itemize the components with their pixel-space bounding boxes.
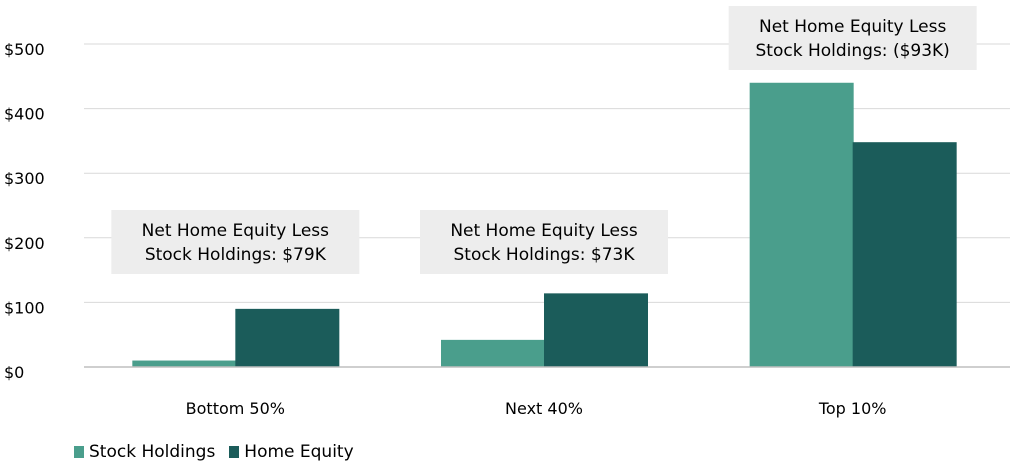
bar-home-equity-3: [852, 142, 957, 367]
annotations: Net Home Equity Less Stock Holdings: $79K…: [111, 6, 977, 274]
annotation-box: Net Home Equity Less Stock Holdings: $73K: [420, 210, 668, 274]
y-tick-label: $100: [4, 298, 45, 317]
legend-item-home-equity: Home Equity: [229, 442, 354, 462]
legend-item-stock-holdings: Stock Holdings: [74, 442, 215, 462]
annotation-background: [728, 6, 977, 70]
y-axis-tick-labels: $0 $100 $200 $300 $400 $500: [4, 40, 45, 382]
legend: Stock Holdings Home Equity: [74, 442, 368, 462]
x-category-label: Next 40%: [505, 399, 583, 418]
x-category-label: Top 10%: [818, 399, 887, 418]
y-tick-label: $500: [4, 40, 45, 59]
bar-stock-holdings-1: [132, 360, 237, 367]
y-tick-label: $300: [4, 169, 45, 188]
legend-swatch-stock-holdings: [74, 446, 84, 458]
x-category-label: Bottom 50%: [186, 399, 285, 418]
y-tick-label: $0: [4, 363, 24, 382]
annotation-background: [420, 210, 668, 274]
bar-chart: $0 $100 $200 $300 $400 $500 Bottom 50% Next 40…: [4, 6, 1010, 418]
bar-home-equity-2: [544, 293, 648, 367]
annotation-text: Stock Holdings: $79K: [145, 245, 327, 265]
annotation-text: Net Home Equity Less: [759, 17, 947, 37]
legend-label-home-equity: Home Equity: [244, 442, 354, 462]
annotation-background: [111, 210, 360, 274]
annotation-box: Net Home Equity Less Stock Holdings: $79K: [111, 210, 360, 274]
legend-swatch-home-equity: [229, 446, 240, 458]
annotation-text: Net Home Equity Less: [142, 221, 330, 241]
annotation-text: Stock Holdings: ($93K): [756, 41, 950, 61]
bars: [132, 82, 957, 367]
annotation-box: Net Home Equity Less Stock Holdings: ($93…: [728, 6, 977, 70]
x-axis-category-labels: Bottom 50% Next 40% Top 10%: [186, 399, 887, 418]
annotation-text: Stock Holdings: $73K: [453, 245, 635, 265]
bar-home-equity-1: [235, 308, 340, 367]
legend-label-stock-holdings: Stock Holdings: [89, 442, 216, 462]
y-tick-label: $400: [4, 105, 45, 124]
bar-stock-holdings-3: [749, 82, 854, 367]
annotation-text: Net Home Equity Less: [450, 221, 638, 241]
bar-stock-holdings-2: [441, 339, 545, 367]
y-tick-label: $200: [4, 234, 45, 253]
